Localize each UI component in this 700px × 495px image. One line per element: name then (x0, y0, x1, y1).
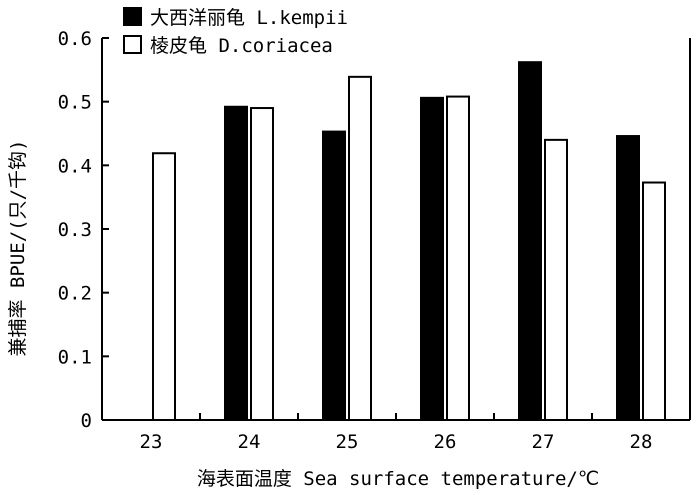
legend-label: 大西洋丽龟 L.kempii (150, 7, 348, 29)
bar-l-kempii (518, 61, 542, 422)
y-tick-label: 0.1 (58, 346, 92, 368)
bar-d-coriacea (642, 181, 666, 421)
legend-swatch (123, 35, 142, 54)
x-axis-title: 海表面温度 Sea surface temperature/℃ (197, 468, 599, 490)
legend: 大西洋丽龟 L.kempii 棱皮龟 D.coriacea (123, 7, 348, 57)
y-tick-label: 0.5 (58, 92, 92, 114)
y-axis-title: 兼捕率 BPUE/(只/千钩) (7, 140, 29, 357)
x-tick-label: 26 (434, 431, 457, 453)
legend-label: 棱皮龟 D.coriacea (150, 35, 333, 57)
bar-d-coriacea (544, 138, 568, 421)
x-tick-label: 27 (532, 431, 555, 453)
y-tick-label: 0.2 (58, 283, 92, 305)
x-tick-label: 24 (238, 431, 261, 453)
bar-l-kempii (420, 96, 444, 421)
legend-swatch (123, 7, 142, 26)
y-tick-label: 0.4 (58, 155, 92, 177)
bar-d-coriacea (348, 75, 372, 421)
x-tick-label: 28 (630, 431, 653, 453)
bar-d-coriacea (446, 95, 470, 421)
x-tick-label: 23 (140, 431, 163, 453)
axes-layer: 0 0.1 0.2 0.3 0.4 0.5 0.6 23 24 25 26 27 28 (58, 28, 691, 453)
bar-d-coriacea (250, 107, 274, 422)
bars-layer (152, 61, 666, 422)
y-tick-label: 0 (81, 410, 92, 432)
y-tick-label: 0.3 (58, 219, 92, 241)
bar-l-kempii (616, 135, 640, 421)
x-tick-label: 25 (336, 431, 359, 453)
bar-d-coriacea (152, 152, 176, 421)
y-tick-label: 0.6 (58, 28, 92, 50)
bar-l-kempii (224, 105, 248, 421)
bar-l-kempii (322, 130, 346, 421)
